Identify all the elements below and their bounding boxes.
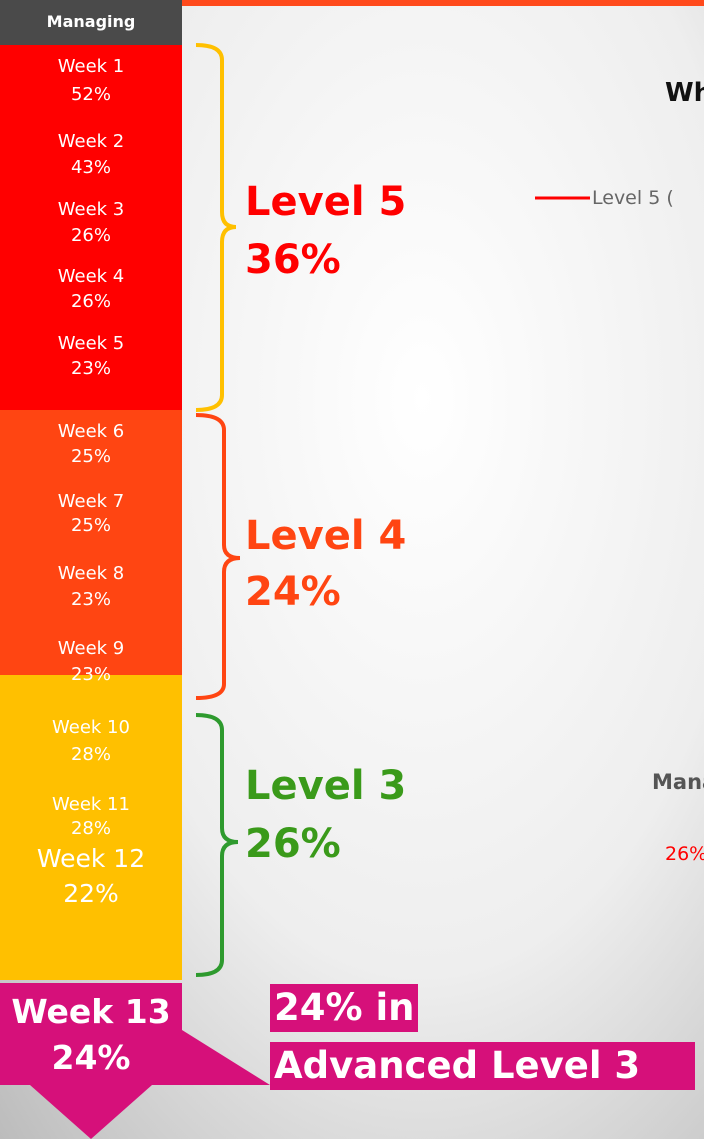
header: Managing (46, 12, 136, 31)
level3-band (0, 675, 182, 980)
panel-subtitle: Mana (652, 770, 704, 794)
level4-band (0, 410, 182, 675)
level-value: 26% (245, 821, 341, 867)
week-value: 43% (70, 157, 111, 178)
week-label: Week 7 (57, 491, 125, 512)
week-label: Week 10 (52, 717, 130, 738)
level-name: Level 3 (245, 763, 407, 809)
level5-band (0, 45, 182, 410)
bracket (195, 713, 239, 977)
week-value: 28% (70, 744, 111, 765)
bracket (195, 43, 237, 412)
callout-line: Advanced Level 3 (270, 1042, 695, 1090)
week-label: Week 8 (57, 563, 125, 584)
week-value: 28% (70, 818, 111, 839)
panel-stat: 26% (665, 843, 704, 865)
level-name: Level 4 (245, 513, 407, 559)
level-name: Level 5 (245, 179, 407, 225)
callout-value: 24% (51, 1038, 131, 1077)
week-value: 23% (70, 589, 111, 610)
panel-title: Wh (665, 78, 704, 108)
week-value: 25% (70, 515, 111, 536)
week-label: Week 3 (57, 199, 125, 220)
level-value: 24% (245, 569, 341, 615)
week-value: 23% (70, 664, 111, 685)
week-label: Week 9 (57, 638, 125, 659)
top-bar (182, 0, 704, 6)
callout-arrow (182, 1030, 270, 1085)
callout-week: Week 13 (11, 992, 171, 1031)
week-label: Week 4 (57, 266, 125, 287)
week-value: 26% (70, 291, 111, 312)
week-label: Week 11 (52, 794, 130, 815)
week-label: Week 1 (57, 56, 125, 77)
level-value: 36% (245, 237, 341, 283)
week-label: Week 12 (36, 844, 146, 873)
callout-arrow (30, 1085, 152, 1139)
week-label: Week 2 (57, 131, 125, 152)
header-bg (0, 0, 182, 45)
week-value: 52% (70, 84, 111, 105)
week-label: Week 5 (57, 333, 125, 354)
week-label: Week 6 (57, 421, 125, 442)
callout-line: 24% in (270, 984, 419, 1032)
bracket (195, 413, 241, 700)
week-value: 22% (63, 879, 119, 908)
week-value: 23% (70, 358, 111, 379)
legend-label: Level 5 ( (592, 187, 674, 209)
callout-box (0, 983, 182, 1085)
week-value: 25% (70, 446, 111, 467)
week-value: 26% (70, 225, 111, 246)
